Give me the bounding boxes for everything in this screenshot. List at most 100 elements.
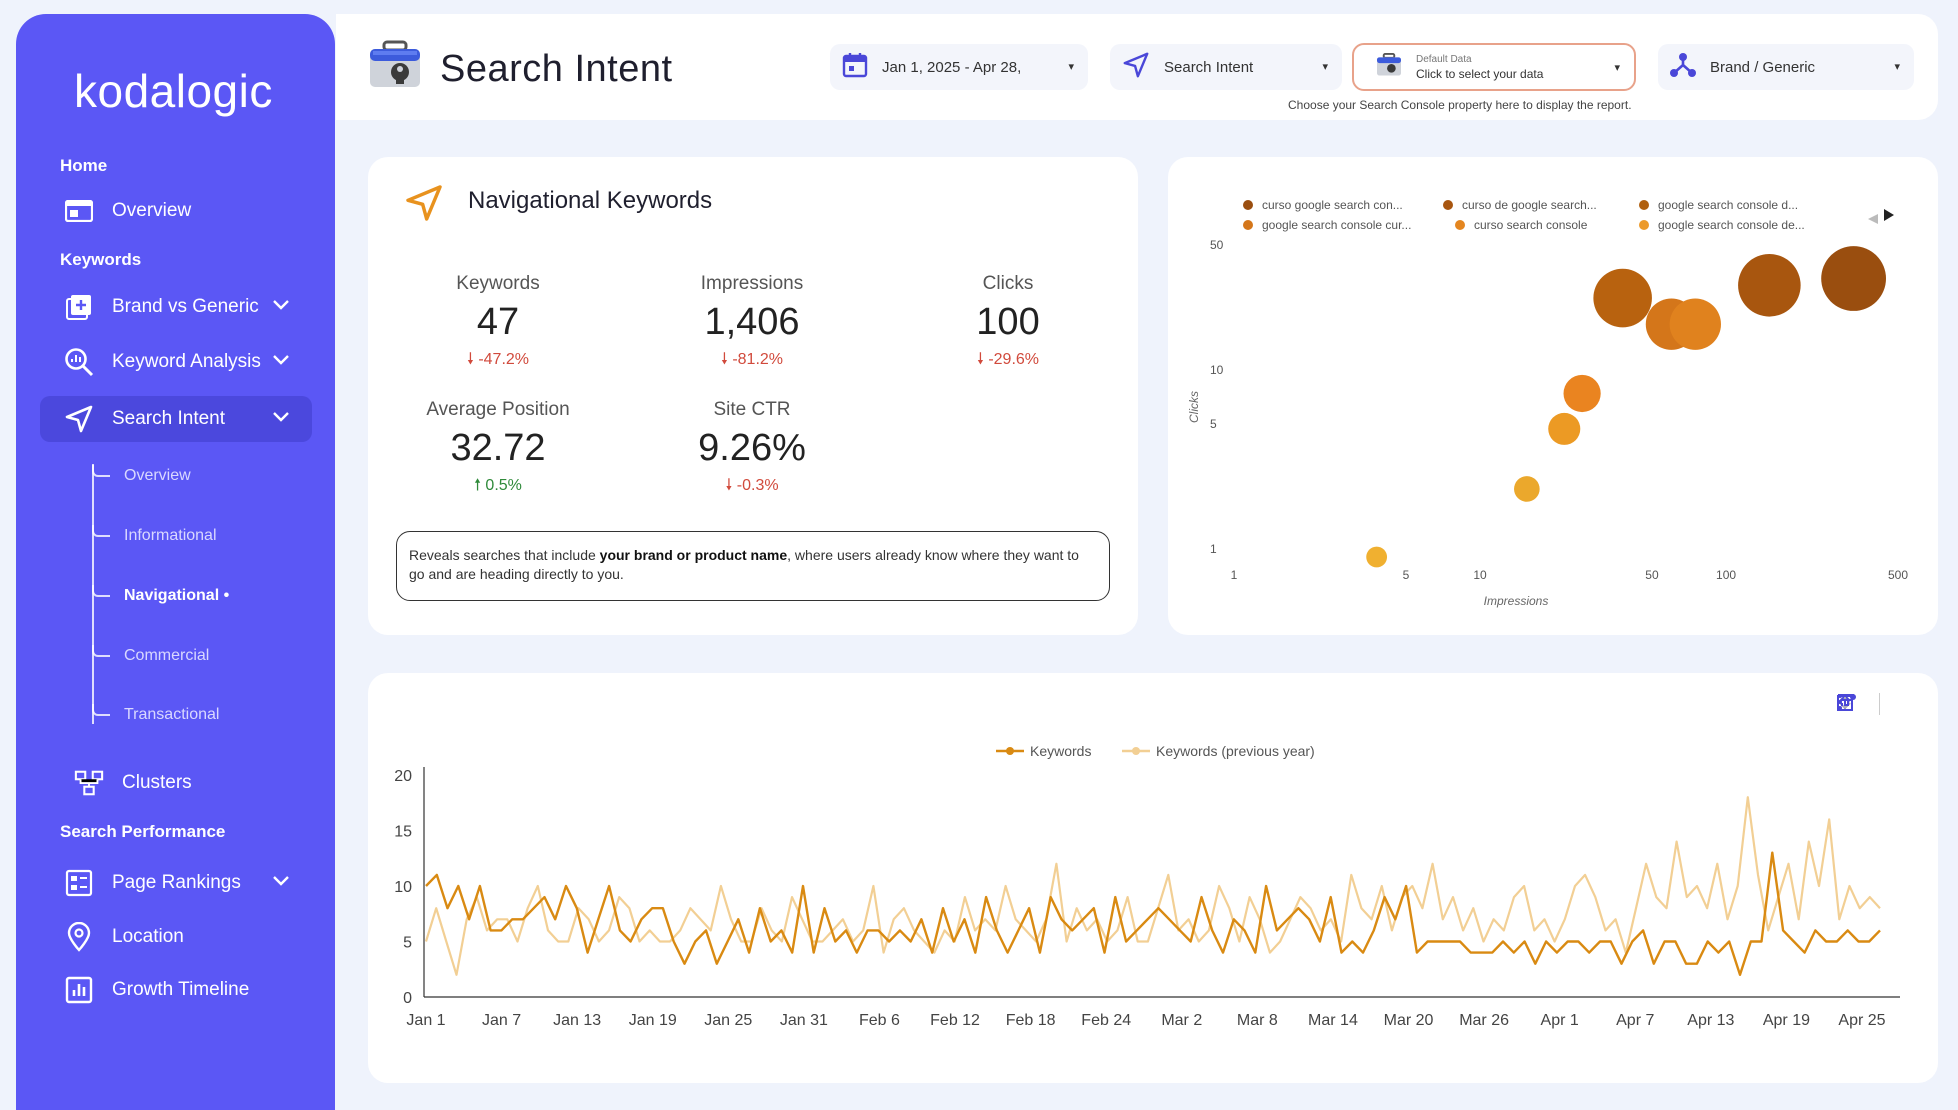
chevron-down-icon[interactable] xyxy=(272,874,290,892)
x-tick-label: Apr 25 xyxy=(1838,1012,1885,1029)
x-tick-label: Jan 25 xyxy=(704,1012,752,1029)
x-tick-label: 100 xyxy=(1716,568,1736,582)
line-chart: Keywords Keywords (previous year) 0 5 10 15 20… xyxy=(394,743,1900,1029)
down-arrow-icon: 🠗 xyxy=(976,351,984,368)
bubble-point xyxy=(1669,298,1721,350)
data-source-selector[interactable]: Default Data Click to select your data ▾ xyxy=(1352,43,1636,91)
section-home: Home xyxy=(60,156,108,175)
sidebar-item-clusters[interactable]: Clusters xyxy=(40,760,312,806)
metric-value: 32.72 xyxy=(450,427,546,469)
y-tick-label: 5 xyxy=(1210,417,1217,431)
legend-marker-keywords xyxy=(1006,747,1014,755)
x-tick-label: Jan 1 xyxy=(406,1012,445,1029)
legend-label: Keywords (previous year) xyxy=(1156,743,1315,759)
dropdown-arrow-icon: ▾ xyxy=(1614,62,1620,74)
x-tick-label: Feb 18 xyxy=(1006,1012,1056,1029)
navigation-arrow-icon xyxy=(64,404,94,434)
description-box: Reveals searches that include your brand… xyxy=(396,531,1110,601)
legend-label: google search console de... xyxy=(1658,218,1805,232)
location-pin-icon xyxy=(64,922,94,952)
subitem-transactional[interactable]: Transactional xyxy=(92,704,219,725)
metric-average-position: Average Position 32.72 🠕 0.5% xyxy=(388,399,608,501)
x-tick-label: 1 xyxy=(1231,568,1238,582)
sidebar-item-search-intent[interactable]: Search Intent xyxy=(40,396,312,442)
metric-label: Keywords xyxy=(456,273,540,294)
date-range-selector[interactable]: Jan 1, 2025 - Apr 28, ▾ xyxy=(830,44,1088,90)
metric-value: 100 xyxy=(976,301,1040,343)
add-box-icon xyxy=(64,292,94,322)
toolbox-icon xyxy=(1376,52,1402,82)
legend-marker xyxy=(1639,200,1649,210)
metric-delta: -47.2% xyxy=(478,351,530,368)
legend-label: curso de google search... xyxy=(1462,198,1597,212)
legend-label: curso google search con... xyxy=(1262,198,1403,212)
sidebar-item-label: Search Intent xyxy=(112,408,226,429)
sidebar-item-label: Keyword Analysis xyxy=(112,351,261,372)
metric-impressions: Impressions 1,406 🠗 -81.2% xyxy=(642,273,862,375)
chevron-down-icon[interactable] xyxy=(272,410,290,428)
sidebar-item-label: Page Rankings xyxy=(112,872,241,893)
metric-delta: -0.3% xyxy=(736,477,779,494)
page-title: Search Intent xyxy=(440,48,673,90)
legend-marker xyxy=(1243,200,1253,210)
legend-marker-previous xyxy=(1132,747,1140,755)
x-tick-label: 5 xyxy=(1403,568,1410,582)
sidebar-item-page-rankings[interactable]: Page Rankings xyxy=(40,860,312,906)
sidebar-item-overview[interactable]: Overview xyxy=(40,188,312,234)
subitem-commercial[interactable]: Commercial xyxy=(92,645,209,666)
search-intent-filter-text: Search Intent xyxy=(1164,58,1254,76)
metric-value: 47 xyxy=(476,301,520,343)
sidebar: kodalogic Home Overview Keywords Brand v… xyxy=(16,14,335,1110)
navigation-arrow-icon xyxy=(404,183,444,228)
up-arrow-icon: 🠕 xyxy=(474,477,481,494)
search-intent-filter[interactable]: Search Intent ▾ xyxy=(1110,44,1342,90)
down-arrow-icon: 🠗 xyxy=(725,477,733,494)
section-keywords: Keywords xyxy=(60,250,142,269)
sidebar-item-label: Clusters xyxy=(122,772,192,793)
subitem-informational[interactable]: Informational xyxy=(92,525,217,546)
subitem-overview[interactable]: Overview xyxy=(92,465,191,486)
description-text-end: , where users already know where they wa… xyxy=(409,547,1079,582)
sidebar-item-keyword-analysis[interactable]: Keyword Analysis xyxy=(40,339,312,385)
data-source-value: Click to select your data xyxy=(1416,67,1544,81)
y-tick-label: 10 xyxy=(1210,363,1224,377)
sidebar-item-growth-timeline[interactable]: Growth Timeline xyxy=(40,967,312,1013)
logo[interactable]: kodalogic xyxy=(74,65,273,117)
share-nodes-icon xyxy=(1670,52,1696,83)
dropdown-arrow-icon: ▾ xyxy=(1894,61,1900,73)
metric-label: Average Position xyxy=(426,399,570,420)
y-tick-label: 10 xyxy=(394,879,412,896)
y-tick-label: 0 xyxy=(403,990,412,1007)
sidebar-item-location[interactable]: Location xyxy=(40,914,312,960)
toolbox-icon xyxy=(368,40,422,95)
brand-generic-filter[interactable]: Brand / Generic ▾ xyxy=(1658,44,1914,90)
metric-delta: -29.6% xyxy=(988,351,1040,368)
x-tick-label: Feb 6 xyxy=(859,1012,900,1029)
x-tick-label: Mar 14 xyxy=(1308,1012,1358,1029)
x-tick-label: Mar 26 xyxy=(1459,1012,1509,1029)
brand-generic-filter-text: Brand / Generic xyxy=(1710,58,1816,76)
metric-delta: 0.5% xyxy=(485,477,522,494)
chevron-down-icon[interactable] xyxy=(272,298,290,316)
sidebar-item-brand-vs-generic[interactable]: Brand vs Generic xyxy=(40,284,312,330)
metric-label: Impressions xyxy=(700,273,804,294)
line-chart-card: Keywords Keywords (previous year) 0 5 10 15 20… xyxy=(368,673,1938,1083)
bubble-point xyxy=(1366,546,1388,568)
x-tick-label: Feb 12 xyxy=(930,1012,980,1029)
metric-site-ctr: Site CTR 9.26% 🠗 -0.3% xyxy=(642,399,862,501)
y-tick-label: 15 xyxy=(394,824,412,841)
legend-label: curso search console xyxy=(1474,218,1588,232)
sidebar-item-label: Location xyxy=(112,926,184,947)
y-tick-label: 1 xyxy=(1210,542,1217,556)
legend-label: Keywords xyxy=(1030,743,1091,759)
legend-prev-icon xyxy=(1868,214,1878,224)
chevron-down-icon[interactable] xyxy=(272,353,290,371)
bubble-chart-card: curso google search con... curso de googl… xyxy=(1168,157,1938,635)
x-tick-label: Mar 8 xyxy=(1237,1012,1278,1029)
legend-next-icon xyxy=(1884,209,1894,221)
series-line-keywords xyxy=(425,851,1881,976)
dropdown-arrow-icon: ▾ xyxy=(1068,61,1074,73)
subitem-navigational[interactable]: Navigational • xyxy=(92,585,229,606)
x-tick-label: 500 xyxy=(1888,568,1908,582)
down-arrow-icon: 🠗 xyxy=(466,351,474,368)
